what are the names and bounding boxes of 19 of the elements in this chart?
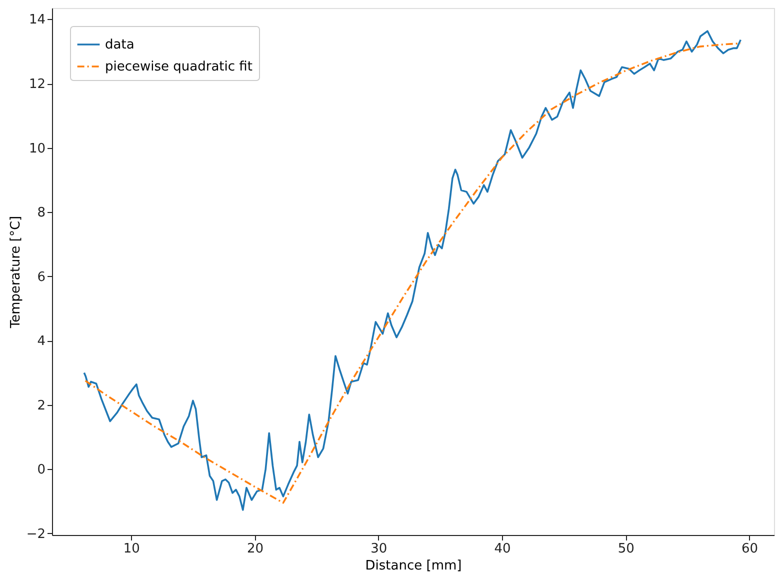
x-tick-label: 10 [123, 542, 140, 556]
x-tick-label: 30 [370, 542, 388, 556]
x-tick-label: 40 [494, 542, 511, 556]
legend-label: piecewise quadratic fit [105, 60, 252, 74]
y-tick-label: 12 [28, 77, 46, 92]
y-tick-label: 8 [37, 206, 46, 221]
x-axis-title: Distance [mm] [365, 558, 462, 574]
x-tick-label: 20 [246, 542, 264, 556]
x-tick-label: 50 [618, 542, 634, 556]
y-tick-label: 14 [28, 12, 46, 28]
x-tick-label: 60 [742, 542, 758, 556]
y-tick-label: 4 [37, 334, 46, 350]
y-tick-label: 2 [37, 398, 46, 414]
y-tick-label: 0 [37, 462, 46, 478]
legend-label: data [105, 38, 134, 52]
y-tick-label: −2 [26, 526, 46, 542]
y-tick-label: 10 [28, 141, 46, 156]
y-tick-label: 6 [37, 270, 46, 285]
y-axis-title: Temperature [°C] [8, 216, 24, 330]
